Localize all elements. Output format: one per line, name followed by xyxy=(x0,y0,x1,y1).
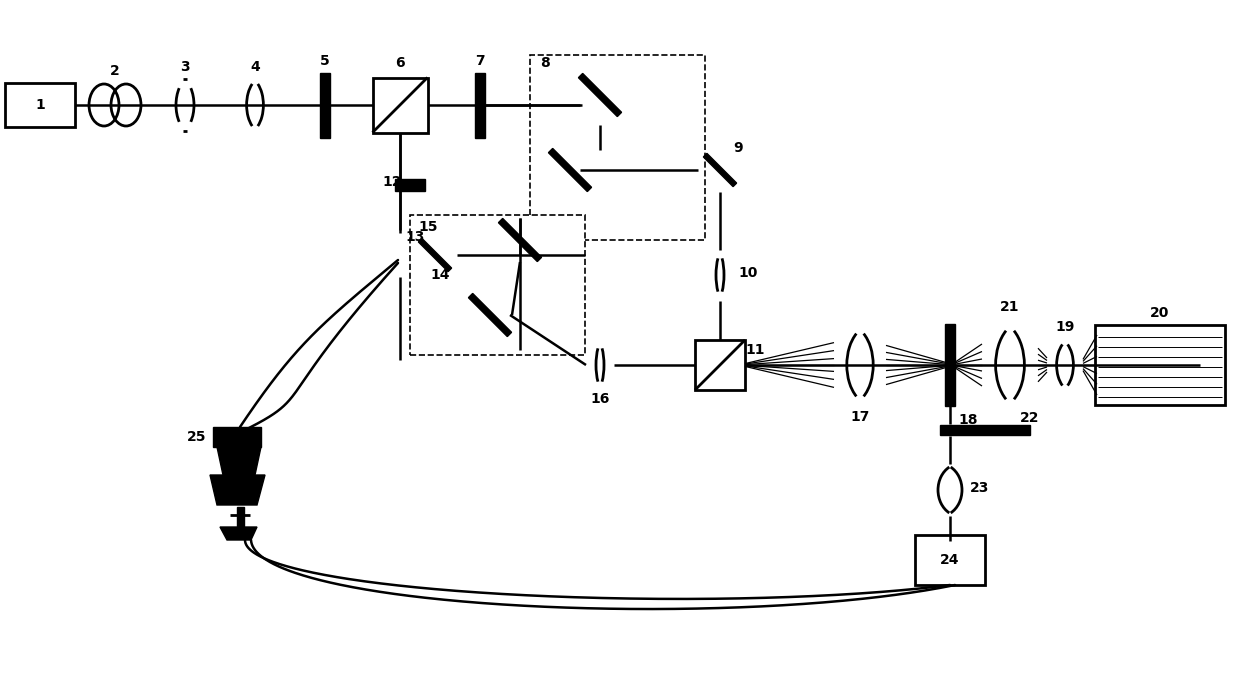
Text: 10: 10 xyxy=(738,266,758,280)
Text: 23: 23 xyxy=(971,481,990,495)
Text: 21: 21 xyxy=(1001,300,1019,314)
Text: 11: 11 xyxy=(745,343,765,357)
Bar xyxy=(945,324,955,406)
Polygon shape xyxy=(498,219,542,262)
Polygon shape xyxy=(210,475,265,505)
Polygon shape xyxy=(548,148,591,192)
Text: 6: 6 xyxy=(396,56,404,70)
Bar xyxy=(940,425,1030,435)
Text: 9: 9 xyxy=(733,141,743,155)
Text: 12: 12 xyxy=(382,175,402,189)
Text: 18: 18 xyxy=(959,413,978,427)
Bar xyxy=(1095,325,1225,405)
Polygon shape xyxy=(703,153,737,186)
Text: 7: 7 xyxy=(475,54,485,68)
Bar xyxy=(5,83,74,127)
Polygon shape xyxy=(219,527,257,540)
Text: 16: 16 xyxy=(590,392,610,406)
Text: 5: 5 xyxy=(320,54,330,68)
Text: 8: 8 xyxy=(541,56,549,70)
Polygon shape xyxy=(217,447,260,475)
Text: 1: 1 xyxy=(35,98,45,112)
Bar xyxy=(475,72,485,138)
Text: 24: 24 xyxy=(940,553,960,567)
Bar xyxy=(915,535,985,585)
Polygon shape xyxy=(578,74,621,117)
Polygon shape xyxy=(418,238,451,271)
Text: 15: 15 xyxy=(418,220,438,234)
Bar xyxy=(213,427,260,447)
Bar xyxy=(237,507,243,527)
Text: 14: 14 xyxy=(430,268,450,282)
Text: 17: 17 xyxy=(851,410,869,424)
Text: 22: 22 xyxy=(1021,411,1040,425)
Bar xyxy=(372,78,428,132)
Text: 19: 19 xyxy=(1055,320,1075,334)
Text: 20: 20 xyxy=(1151,306,1169,320)
Text: 25: 25 xyxy=(187,430,207,444)
Text: 13: 13 xyxy=(405,230,424,244)
Text: 3: 3 xyxy=(180,60,190,74)
Bar xyxy=(694,340,745,390)
Polygon shape xyxy=(469,294,512,337)
Text: 2: 2 xyxy=(110,64,120,78)
Bar xyxy=(396,179,425,191)
Bar xyxy=(529,55,706,240)
Text: 4: 4 xyxy=(250,60,260,74)
Bar xyxy=(410,215,585,355)
Bar xyxy=(320,72,330,138)
